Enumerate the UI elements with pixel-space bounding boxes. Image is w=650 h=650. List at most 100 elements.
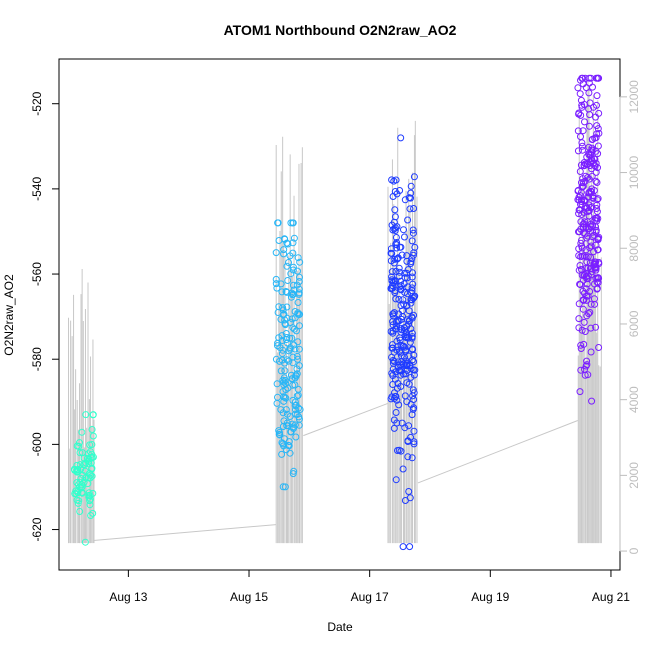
data-point xyxy=(282,288,290,295)
data-point xyxy=(391,206,399,214)
data-point xyxy=(577,200,584,208)
data-point xyxy=(583,280,591,288)
data-point xyxy=(590,103,597,111)
data-point xyxy=(589,83,596,91)
data-point xyxy=(278,450,286,458)
y2-tick-label-5: 10000 xyxy=(627,156,641,190)
data-point xyxy=(581,118,588,126)
data-point xyxy=(287,428,295,436)
data-point xyxy=(284,277,292,284)
data-point xyxy=(400,226,407,234)
data-point xyxy=(401,392,409,400)
data-point xyxy=(294,267,301,275)
data-point xyxy=(577,366,585,374)
data-point xyxy=(576,262,584,269)
data-point xyxy=(74,466,82,473)
data-point xyxy=(293,352,301,360)
data-point xyxy=(408,273,416,281)
data-point xyxy=(397,341,405,349)
data-points xyxy=(70,74,603,551)
data-point xyxy=(576,168,584,175)
data-point xyxy=(290,325,298,333)
data-point xyxy=(282,406,290,414)
data-point xyxy=(397,134,405,142)
data-point xyxy=(575,324,583,332)
data-point xyxy=(410,396,418,403)
data-point xyxy=(593,179,601,186)
data-point xyxy=(395,295,403,303)
data-point xyxy=(296,273,303,281)
x-axis: Aug 13 Aug 15 Aug 17 Aug 19 Aug 21 xyxy=(109,569,630,604)
data-point xyxy=(578,196,585,204)
trace-connector-0 xyxy=(93,524,277,541)
data-point xyxy=(292,371,300,379)
data-point xyxy=(279,376,287,384)
data-point xyxy=(288,375,296,383)
data-point xyxy=(592,223,600,231)
data-point xyxy=(409,356,417,364)
data-point xyxy=(277,367,285,375)
data-point xyxy=(578,183,586,191)
data-point xyxy=(282,394,290,402)
chart-title: ATOM1 Northbound O2N2raw_AO2 xyxy=(224,22,457,38)
data-point xyxy=(393,239,401,246)
data-point xyxy=(587,74,595,82)
data-point xyxy=(389,356,397,364)
data-point xyxy=(286,252,294,260)
data-point xyxy=(589,192,597,200)
data-point xyxy=(593,285,601,293)
data-point xyxy=(390,218,398,226)
data-point xyxy=(392,295,400,303)
data-point xyxy=(396,187,404,194)
data-point xyxy=(393,322,401,330)
data-point xyxy=(274,309,282,316)
data-point xyxy=(584,371,592,379)
data-point xyxy=(408,334,416,342)
data-point xyxy=(393,419,401,427)
data-point xyxy=(289,291,296,299)
y2-tick-label-1: 2000 xyxy=(627,462,641,489)
data-point xyxy=(594,246,602,254)
data-point xyxy=(395,264,403,272)
data-point xyxy=(575,300,583,308)
data-point xyxy=(295,421,303,429)
data-point xyxy=(411,243,419,251)
data-point xyxy=(593,208,601,216)
y2-tick-label-3: 6000 xyxy=(627,310,641,337)
data-point xyxy=(404,283,412,291)
y-tick-label-0: -620 xyxy=(30,517,44,541)
data-point xyxy=(583,292,591,300)
data-point xyxy=(585,175,593,183)
data-point xyxy=(404,216,412,224)
data-point xyxy=(405,334,413,342)
data-point xyxy=(79,471,87,479)
data-point xyxy=(399,342,407,350)
data-point xyxy=(287,219,295,227)
y2-axis: 0 2000 4000 6000 8000 10000 12000 xyxy=(619,80,641,554)
data-point xyxy=(291,381,299,389)
data-point xyxy=(394,380,402,387)
data-point xyxy=(280,417,288,425)
data-point xyxy=(410,427,418,435)
data-point xyxy=(408,296,416,304)
data-point xyxy=(405,194,413,202)
data-point xyxy=(283,239,291,247)
data-point xyxy=(85,493,93,501)
data-point xyxy=(593,92,601,100)
data-point xyxy=(77,465,85,473)
data-point xyxy=(591,258,599,266)
data-point xyxy=(294,254,302,262)
x-axis-label: Date xyxy=(327,620,353,634)
data-point xyxy=(388,268,396,276)
data-point xyxy=(285,357,293,365)
data-point xyxy=(575,110,583,118)
data-point xyxy=(581,371,589,379)
data-point xyxy=(398,367,405,375)
y-tick-label-1: -600 xyxy=(30,432,44,456)
data-point xyxy=(394,255,401,262)
data-point xyxy=(582,296,590,304)
data-point xyxy=(272,280,280,288)
data-point xyxy=(587,300,595,308)
data-point xyxy=(89,489,97,497)
